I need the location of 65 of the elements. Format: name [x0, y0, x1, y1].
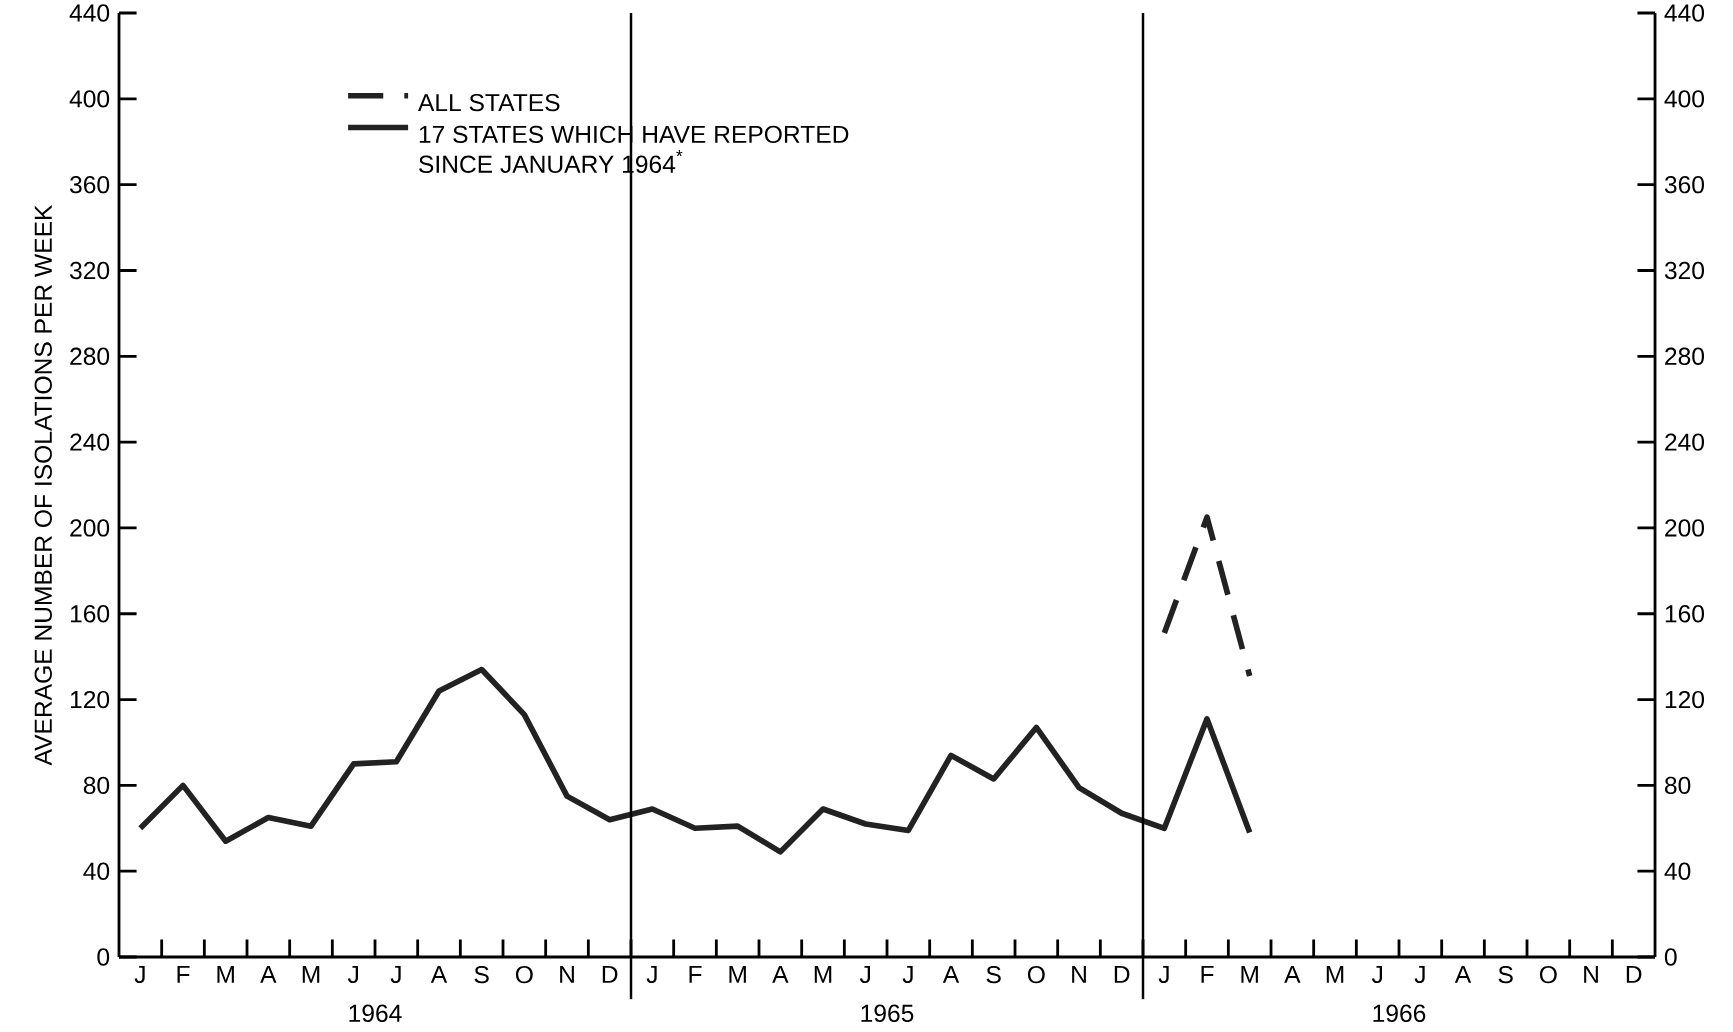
y-tick-label: 160 [70, 605, 110, 623]
x-tick-label: J [347, 965, 358, 984]
y2-tick-label: 120 [1665, 690, 1705, 709]
x-tick-label: J [859, 965, 870, 984]
y2-tick-label: 320 [1664, 261, 1705, 280]
y-tick-label: 400 [69, 90, 110, 108]
y-tick-label: 0 [97, 948, 110, 966]
y2-tick-label: 80 [1664, 776, 1691, 795]
x-tick-label: J [646, 965, 657, 984]
x-tick-label: N [1584, 965, 1598, 983]
x-tick-label: O [515, 965, 533, 984]
x-tick-label: A [260, 965, 277, 983]
y-axis-title: AVERAGE NUMBER OF ISOLATIONS PER WEEK [34, 204, 52, 766]
y-tick-label: 120 [70, 690, 110, 709]
x-tick-label: D [1626, 965, 1642, 983]
x-tick-label: M [814, 965, 832, 983]
y-tick-label: 200 [70, 519, 110, 537]
y2-tick-label: 400 [1664, 90, 1705, 108]
x-tick-label: S [1498, 965, 1513, 984]
x-tick-label: F [689, 965, 702, 983]
x-tick-label: M [1326, 965, 1344, 983]
x-tick-label: A [942, 965, 960, 983]
x-tick-label: D [1114, 965, 1130, 983]
x-tick-label: S [474, 965, 489, 984]
x-tick-label: O [1539, 965, 1557, 984]
x-tick-label: A [1454, 965, 1472, 983]
x-tick-label: A [430, 965, 448, 983]
x-tick-label: N [1072, 965, 1086, 983]
x-tick-label: J [1371, 965, 1382, 984]
x-tick-label: F [177, 965, 190, 983]
y-tick-label: 240 [70, 433, 110, 451]
x-tick-label: F [1201, 965, 1214, 983]
y2-tick-label: 240 [1665, 433, 1705, 451]
y2-tick-label: 440 [1664, 4, 1705, 22]
x-tick-label: A [1284, 965, 1301, 983]
y2-tick-label: 0 [1664, 948, 1677, 966]
y-tick-label: 320 [69, 261, 110, 280]
x-tick-label: M [1241, 965, 1258, 983]
y-tick-label: 440 [69, 4, 110, 22]
y2-tick-label: 200 [1665, 519, 1705, 537]
y-tick-label: 40 [83, 862, 110, 880]
x-tick-label: A [772, 965, 789, 983]
x-tick-label: M [302, 965, 320, 983]
x-tick-label: J [134, 965, 145, 984]
x-tick-label: D [602, 965, 618, 983]
x-tick-label: N [560, 965, 574, 983]
legend-label: ALL STATES [418, 93, 560, 112]
x-tick-label: O [1027, 965, 1045, 984]
y-tick-label: 360 [69, 175, 110, 194]
text: 1965 [861, 1004, 914, 1022]
x-tick-label: J [1414, 965, 1425, 984]
x-tick-label: M [217, 965, 234, 983]
x-tick-label: M [729, 965, 746, 983]
text: 1966 [1373, 1004, 1426, 1022]
x-tick-label: J [1158, 965, 1169, 984]
y2-tick-label: 40 [1664, 862, 1691, 880]
y-tick-label: 80 [83, 776, 110, 795]
y2-tick-label: 160 [1665, 605, 1705, 623]
y2-tick-label: 280 [1665, 347, 1705, 365]
x-tick-label: S [986, 965, 1001, 984]
x-tick-label: J [902, 965, 913, 984]
x-tick-label: J [390, 965, 401, 984]
y-tick-label: 280 [70, 347, 110, 365]
y2-tick-label: 360 [1664, 175, 1705, 194]
text: 1964 [349, 1004, 402, 1022]
